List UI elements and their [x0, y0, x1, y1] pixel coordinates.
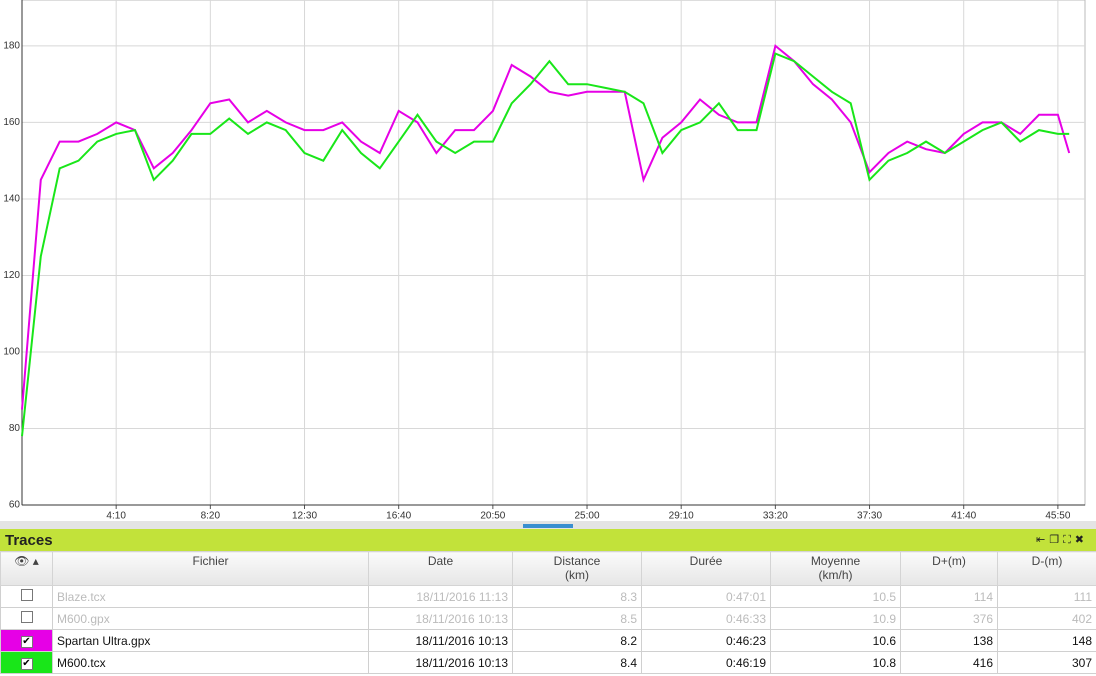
x-tick-label: 33:20 [763, 511, 788, 521]
visibility-header[interactable]: 👁 ▴ [0, 551, 53, 586]
chart: 60 80 100 120 140 160 180 4:10 8:20 12:30 16:40 20:… [3, 0, 1086, 522]
column-header[interactable]: D-(m) [997, 551, 1096, 586]
table-cell: 10.5 [770, 585, 901, 608]
close-button[interactable]: ✖ [1074, 534, 1088, 546]
x-tick-label: 45:50 [1045, 511, 1070, 521]
series-line [21, 52, 1070, 437]
visibility-checkbox[interactable] [20, 589, 33, 601]
trace-row[interactable]: ✔ M600.tcx 18/11/2016 10:13 8.4 0:46:19 10.8 4… [0, 651, 1096, 674]
x-tick-label: 29:10 [669, 511, 694, 521]
pin-button[interactable]: ⇤ [1035, 534, 1050, 546]
y-tick-label: 160 [3, 117, 20, 128]
visibility-cell: ✔ [0, 651, 53, 674]
table-cell: Spartan Ultra.gpx [52, 629, 369, 652]
column-header[interactable]: Fichier [52, 551, 369, 586]
table-cell: 18/11/2016 11:13 [368, 585, 513, 608]
column-header[interactable]: Distance (km) [512, 551, 642, 586]
table-cell: 111 [997, 585, 1096, 608]
table-cell: 10.8 [770, 651, 901, 674]
table-cell: 148 [997, 629, 1096, 652]
plot-area [21, 0, 1086, 506]
traces-table: 👁 ▴ Fichier Date Distance (km) Durée Moyenne … [0, 551, 1096, 674]
visibility-checkbox[interactable] [20, 611, 33, 623]
y-tick-label: 80 [9, 423, 21, 434]
table-cell: 18/11/2016 10:13 [368, 651, 513, 674]
table-cell: 416 [900, 651, 998, 674]
x-tick-label: 20:50 [480, 511, 505, 521]
table-cell: 402 [997, 607, 1096, 630]
table-cell: 114 [900, 585, 998, 608]
trace-row[interactable]: ✔ Spartan Ultra.gpx 18/11/2016 10:13 8.2 0:4… [0, 629, 1096, 652]
x-tick-label: 25:00 [575, 511, 600, 521]
y-tick-label: 100 [3, 347, 20, 358]
table-cell: M600.gpx [52, 607, 369, 630]
trace-row[interactable]: M600.gpx 18/11/2016 10:13 8.5 0:46:33 10.9 37… [0, 607, 1096, 630]
y-tick-label: 140 [3, 194, 20, 205]
table-cell: 18/11/2016 10:13 [368, 607, 513, 630]
column-header[interactable]: D+(m) [900, 551, 998, 586]
splitter-handle[interactable] [523, 524, 573, 528]
visibility-cell [0, 607, 53, 630]
x-tick-label: 12:30 [292, 511, 317, 521]
table-cell: 376 [900, 607, 998, 630]
visibility-checkbox[interactable]: ✔ [20, 636, 33, 648]
splitter[interactable] [0, 521, 1096, 529]
y-tick-label: 120 [3, 270, 20, 281]
table-cell: 307 [997, 651, 1096, 674]
trace-row[interactable]: Blaze.tcx 18/11/2016 11:13 8.3 0:47:01 10.5 1… [0, 585, 1096, 608]
x-tick-label: 37:30 [857, 511, 882, 521]
table-cell: 0:46:33 [641, 607, 771, 630]
float-button[interactable]: ❐ [1049, 534, 1064, 546]
x-tick-label: 16:40 [386, 511, 411, 521]
table-cell: M600.tcx [52, 651, 369, 674]
table-cell: Blaze.tcx [52, 585, 369, 608]
table-cell: 138 [900, 629, 998, 652]
visibility-checkbox[interactable]: ✔ [20, 658, 33, 670]
column-header[interactable]: Durée [641, 551, 771, 586]
panel-title: Traces [5, 532, 53, 549]
table-cell: 0:47:01 [641, 585, 771, 608]
table-cell: 8.3 [512, 585, 642, 608]
series-line [21, 44, 1071, 410]
table-cell: 0:46:23 [641, 629, 771, 652]
visibility-cell: ✔ [0, 629, 53, 652]
table-cell: 0:46:19 [641, 651, 771, 674]
visibility-cell [0, 585, 53, 608]
x-tick-label: 4:10 [106, 511, 126, 521]
table-cell: 8.5 [512, 607, 642, 630]
table-cell: 10.6 [770, 629, 901, 652]
panel-header: Traces ⇤❐⛶✖ [0, 529, 1096, 551]
table-cell: 18/11/2016 10:13 [368, 629, 513, 652]
y-tick-label: 180 [3, 41, 20, 52]
table-cell: 10.9 [770, 607, 901, 630]
x-tick-label: 41:40 [951, 511, 976, 521]
x-tick-label: 8:20 [201, 511, 221, 521]
column-header[interactable]: Date [368, 551, 513, 586]
y-tick-label: 60 [9, 500, 21, 511]
table-cell: 8.2 [512, 629, 642, 652]
column-header[interactable]: Moyenne (km/h) [770, 551, 901, 586]
panel-tools: ⇤❐⛶✖ [1036, 533, 1088, 547]
maximize-button[interactable]: ⛶ [1063, 534, 1075, 546]
table-cell: 8.4 [512, 651, 642, 674]
